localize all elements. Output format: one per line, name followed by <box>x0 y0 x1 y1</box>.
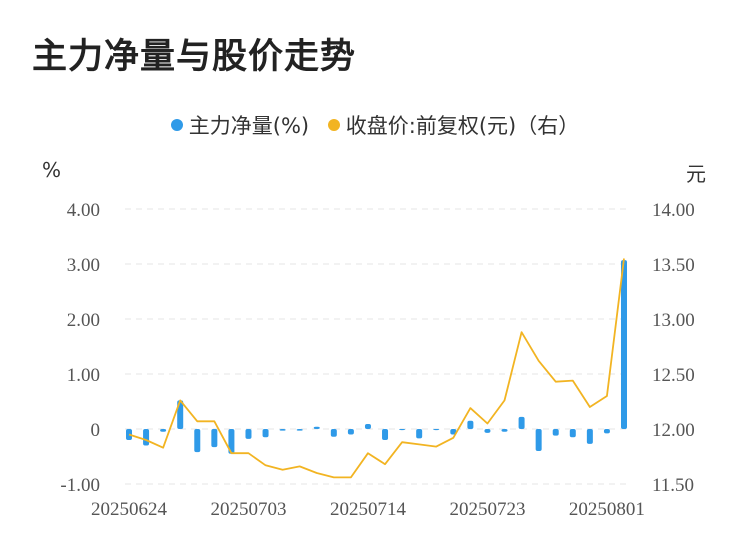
bar <box>279 429 286 431</box>
legend-label-main-net: 主力净量(%) <box>188 114 310 138</box>
legend-label-close-price: 收盘价:前复权(元)（右） <box>345 114 580 138</box>
bar <box>518 416 525 429</box>
x-tick-label: 20250714 <box>330 499 407 520</box>
bar <box>228 429 235 454</box>
bar <box>603 429 610 434</box>
x-tick-label: 20250624 <box>91 499 168 520</box>
bar <box>245 429 252 439</box>
bar <box>211 429 218 448</box>
x-tick-label: 20250703 <box>210 499 286 520</box>
bar <box>296 429 303 431</box>
legend-dot-bar <box>170 119 183 131</box>
bar <box>262 429 269 438</box>
y-left-tick-label: 0 <box>91 420 101 441</box>
y-right-tick-label: 13.50 <box>652 255 695 276</box>
bar <box>467 420 474 429</box>
legend-item-main-net[interactable]: 主力净量(%) <box>170 110 310 140</box>
bar <box>143 429 150 446</box>
bar <box>586 429 593 444</box>
bar <box>194 429 201 453</box>
y-right-tick-label: 13.00 <box>652 310 695 331</box>
bar <box>450 429 457 435</box>
x-tick-label: 20250723 <box>449 499 525 520</box>
chart-title: 主力净量与股价走势 <box>32 37 357 77</box>
legend-dot-line <box>327 119 340 131</box>
bar <box>382 429 389 440</box>
y-left-tick-label: 4.00 <box>67 200 100 221</box>
x-tick-label: 20250801 <box>569 499 645 520</box>
bar <box>484 429 491 433</box>
bar <box>364 424 371 429</box>
bar <box>160 429 167 432</box>
right-axis-unit: 元 <box>686 162 706 186</box>
bar <box>621 260 627 429</box>
y-right-tick-label: 14.00 <box>652 200 695 221</box>
bar <box>416 429 423 439</box>
bar <box>535 429 542 451</box>
y-right-tick-label: 12.00 <box>652 420 695 441</box>
y-right-tick-label: 11.50 <box>652 475 694 496</box>
bar <box>177 400 184 429</box>
bar <box>313 426 320 429</box>
bar <box>501 429 508 432</box>
bar <box>569 429 576 438</box>
bar <box>433 429 440 431</box>
y-left-tick-label: -1.00 <box>60 475 100 496</box>
bar <box>399 429 406 431</box>
price-line <box>128 258 625 479</box>
y-left-tick-label: 2.00 <box>67 310 100 331</box>
legend-item-close-price[interactable]: 收盘价:前复权(元)（右） <box>327 110 580 140</box>
y-left-tick-label: 1.00 <box>67 365 100 386</box>
legend: 主力净量(%) 收盘价:前复权(元)（右） <box>0 110 750 140</box>
bar <box>330 429 337 437</box>
left-axis-unit: % <box>42 158 62 182</box>
y-right-tick-label: 12.50 <box>652 365 695 386</box>
y-left-tick-label: 3.00 <box>67 255 100 276</box>
bar <box>347 429 354 435</box>
bar <box>552 429 559 436</box>
